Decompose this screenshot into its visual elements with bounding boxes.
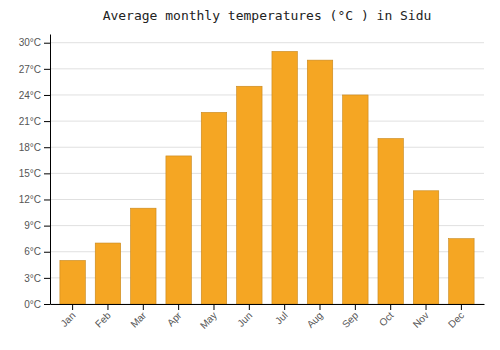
x-tick: Jul <box>273 304 290 326</box>
chart: 0°C 3°C 6°C 9°C 12°C 15°C 18°C 21°C 24°C 27°C 30°C… <box>0 0 500 350</box>
y-tick: 3°C <box>24 273 50 284</box>
y-axis-line <box>50 35 51 305</box>
x-tick: Dec <box>446 304 466 330</box>
x-tick-mark <box>249 304 250 310</box>
x-tick: Jun <box>235 304 254 329</box>
bar <box>95 243 120 304</box>
grid-line <box>50 94 484 95</box>
bar <box>413 191 438 304</box>
bar <box>237 86 262 304</box>
y-tick-mark <box>44 121 50 122</box>
x-tick-label: Apr <box>165 309 184 328</box>
x-tick-mark <box>72 304 73 310</box>
x-tick-mark <box>390 304 391 310</box>
y-tick-mark <box>44 95 50 96</box>
y-tick: 15°C <box>19 168 50 179</box>
y-tick: 9°C <box>24 220 50 231</box>
y-tick: 24°C <box>19 90 50 101</box>
x-tick: Nov <box>411 304 431 330</box>
bar <box>307 60 332 304</box>
y-tick-label: 18°C <box>19 142 41 153</box>
y-tick-mark <box>44 304 50 305</box>
x-tick-mark <box>284 304 285 310</box>
x-tick-mark <box>426 304 427 310</box>
x-tick: Apr <box>165 304 184 328</box>
x-tick: Aug <box>305 304 325 330</box>
y-tick-label: 30°C <box>19 37 41 48</box>
y-tick-label: 9°C <box>24 220 41 231</box>
y-axis: 0°C 3°C 6°C 9°C 12°C 15°C 18°C 21°C 24°C 27°C 30°C <box>19 35 51 310</box>
x-tick-label: Nov <box>411 310 431 330</box>
bar <box>131 208 156 304</box>
x-tick-label: Jul <box>273 310 290 327</box>
grid-line <box>50 173 484 174</box>
y-tick-mark <box>44 252 50 253</box>
x-tick: Mar <box>128 304 148 330</box>
x-tick-mark <box>143 304 144 310</box>
bar <box>343 95 368 304</box>
x-tick-mark <box>355 304 356 310</box>
x-tick-mark <box>320 304 321 310</box>
x-tick: Jan <box>58 304 77 329</box>
x-tick-label: Sep <box>340 309 361 330</box>
x-tick-label: Jun <box>235 310 254 329</box>
bar <box>449 239 474 304</box>
y-tick: 6°C <box>24 246 50 257</box>
y-tick-label: 0°C <box>24 299 41 310</box>
y-tick-mark <box>44 43 50 44</box>
x-tick-mark <box>213 304 214 310</box>
x-tick: Feb <box>93 304 113 330</box>
y-tick-mark <box>44 173 50 174</box>
bar <box>166 156 191 304</box>
y-tick: 21°C <box>19 116 50 127</box>
y-tick-label: 6°C <box>24 246 41 257</box>
grid <box>50 43 484 304</box>
y-tick-label: 21°C <box>19 116 41 127</box>
bars <box>60 51 474 304</box>
x-tick-label: Oct <box>377 310 396 329</box>
x-tick-label: Aug <box>305 310 325 330</box>
x-axis: Jan Feb Mar Apr May Jun Jul Aug Sep Oct Nov Dec <box>51 304 485 331</box>
x-tick-label: Mar <box>128 309 148 329</box>
grid-line <box>50 121 484 122</box>
y-tick-label: 3°C <box>24 273 41 284</box>
y-tick-mark <box>44 278 50 279</box>
y-tick-mark <box>44 69 50 70</box>
x-axis-line <box>51 304 485 305</box>
y-tick-mark <box>44 199 50 200</box>
x-tick-label: Jan <box>58 310 77 329</box>
x-tick-mark <box>461 304 462 310</box>
y-tick-label: 12°C <box>19 194 41 205</box>
grid-line <box>50 42 484 43</box>
y-tick-mark <box>44 147 50 148</box>
y-tick-label: 15°C <box>19 168 41 179</box>
y-tick: 18°C <box>19 142 50 153</box>
x-tick-mark <box>178 304 179 310</box>
y-tick-mark <box>44 226 50 227</box>
bar <box>201 112 226 304</box>
y-tick: 12°C <box>19 194 50 205</box>
grid-line <box>50 68 484 69</box>
bar <box>60 260 85 304</box>
x-tick: Oct <box>377 304 396 328</box>
x-tick-mark <box>107 304 108 310</box>
y-tick: 0°C <box>24 299 50 310</box>
grid-line <box>50 147 484 148</box>
y-tick-label: 27°C <box>19 64 41 75</box>
x-tick: Sep <box>340 304 361 330</box>
y-tick-label: 24°C <box>19 90 41 101</box>
y-tick: 27°C <box>19 64 50 75</box>
bar <box>378 139 403 304</box>
x-tick: May <box>198 304 219 331</box>
x-tick-label: Feb <box>93 309 113 329</box>
title: Average monthly temperatures (°C ) in Si… <box>103 8 432 23</box>
bar <box>272 51 297 304</box>
x-tick-label: May <box>198 310 219 331</box>
x-tick-label: Dec <box>446 310 466 330</box>
y-tick: 30°C <box>19 37 50 48</box>
